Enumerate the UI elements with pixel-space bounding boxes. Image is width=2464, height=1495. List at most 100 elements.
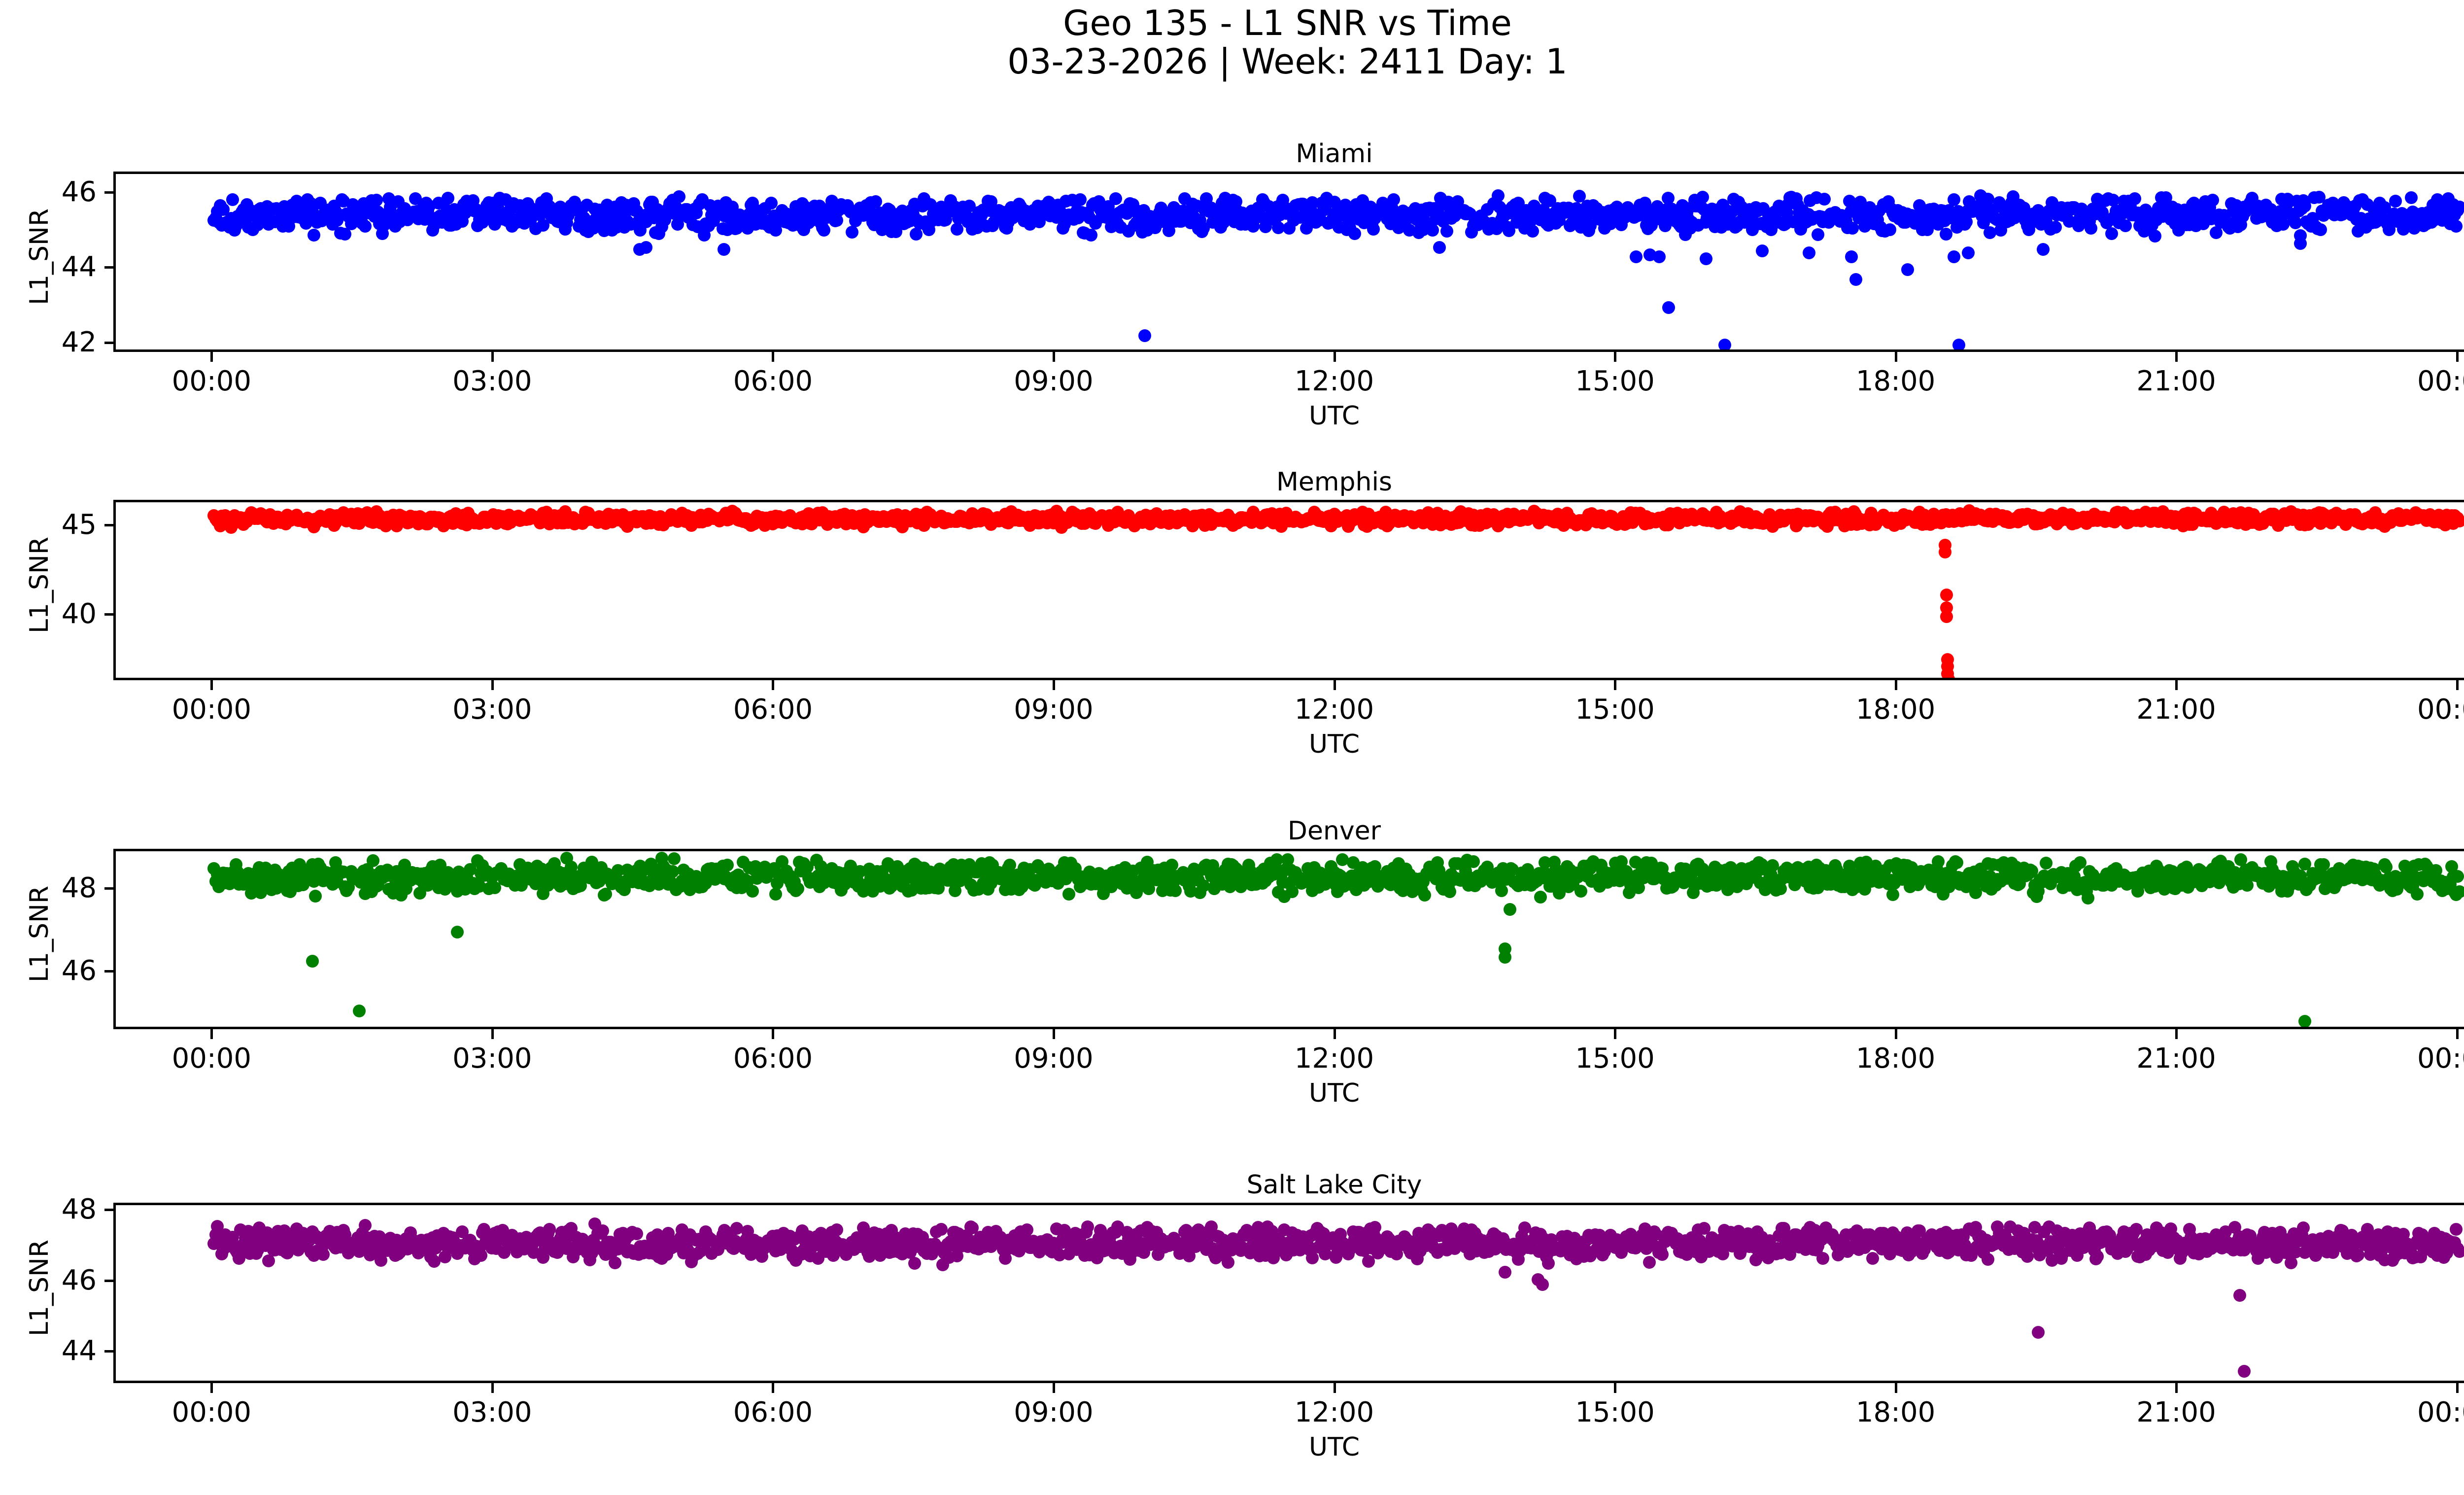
data-point-outlier bbox=[2298, 1014, 2312, 1027]
x-tick-mark bbox=[1333, 680, 1336, 690]
data-point-outlier bbox=[1653, 250, 1666, 263]
data-point bbox=[1812, 228, 1825, 241]
x-tick-label: 12:00 bbox=[1294, 365, 1374, 397]
x-tick-mark bbox=[1614, 1029, 1617, 1039]
data-point bbox=[2404, 191, 2418, 204]
x-tick-label: 12:00 bbox=[1294, 1043, 1374, 1075]
x-tick-mark bbox=[1894, 352, 1897, 362]
data-point bbox=[1495, 884, 1508, 898]
x-tick-label: 00:00 bbox=[171, 1043, 252, 1075]
x-tick-label: 12:00 bbox=[1294, 694, 1374, 726]
x-tick-mark bbox=[1614, 352, 1617, 362]
data-point-outlier bbox=[1940, 610, 1953, 623]
data-point bbox=[764, 196, 778, 209]
y-tick-label: 46 bbox=[61, 955, 97, 987]
data-point bbox=[721, 859, 734, 872]
plot-area bbox=[113, 172, 2464, 352]
data-point bbox=[1947, 193, 1960, 206]
y-tick-label: 46 bbox=[61, 175, 97, 208]
y-axis-label: L1_SNR bbox=[25, 536, 54, 633]
data-point-outlier bbox=[1503, 903, 1516, 916]
data-point bbox=[1084, 228, 1097, 242]
data-point-outlier bbox=[1718, 338, 1732, 349]
y-tick-mark bbox=[104, 523, 113, 526]
data-point bbox=[1951, 856, 1964, 869]
x-tick-label: 00:00 bbox=[2417, 1043, 2464, 1075]
subplot-title: Miami bbox=[1296, 139, 1373, 169]
subplot-title: Denver bbox=[1287, 816, 1381, 846]
data-point-outlier bbox=[1952, 338, 1965, 349]
y-axis-label: L1_SNR bbox=[25, 885, 54, 982]
x-tick-label: 09:00 bbox=[1014, 365, 1094, 397]
x-tick-mark bbox=[210, 1029, 213, 1039]
data-point bbox=[668, 852, 681, 866]
x-tick-label: 21:00 bbox=[2136, 1043, 2216, 1075]
data-point bbox=[1440, 225, 1453, 238]
data-point-outlier bbox=[1433, 241, 1446, 254]
x-tick-mark bbox=[2175, 1029, 2178, 1039]
x-tick-mark bbox=[2175, 352, 2178, 362]
subplot-title: Memphis bbox=[1276, 467, 1392, 497]
data-point bbox=[818, 223, 831, 237]
y-tick-label: 48 bbox=[61, 871, 97, 904]
data-point bbox=[672, 190, 685, 204]
data-point bbox=[359, 220, 372, 233]
data-point bbox=[307, 229, 320, 242]
data-point bbox=[1168, 884, 1182, 897]
plot-area bbox=[113, 849, 2464, 1029]
x-tick-mark bbox=[491, 1029, 494, 1039]
x-tick-mark bbox=[1333, 352, 1336, 362]
x-tick-mark bbox=[2456, 1029, 2459, 1039]
x-tick-mark bbox=[1333, 1029, 1336, 1039]
data-point bbox=[1526, 224, 1539, 238]
subplot-memphis: Memphis 40 45 L1_SNR 00:00 03:00 06:00 09:00 12:… bbox=[25, 468, 2464, 758]
data-point-outlier bbox=[1845, 250, 1858, 263]
data-point-outlier bbox=[352, 1004, 366, 1017]
data-point bbox=[1467, 855, 1480, 869]
x-tick-label: 06:00 bbox=[733, 1043, 813, 1075]
data-point bbox=[1443, 885, 1457, 898]
y-tick-mark bbox=[104, 613, 113, 616]
x-tick-mark bbox=[1894, 1029, 1897, 1039]
data-point bbox=[934, 1223, 948, 1236]
data-point bbox=[1886, 888, 1900, 901]
data-point bbox=[1883, 223, 1896, 237]
data-point bbox=[1574, 885, 1588, 898]
plot-area bbox=[113, 1203, 2464, 1383]
x-tick-label: 15:00 bbox=[1575, 1043, 1655, 1075]
data-point-outlier bbox=[1630, 250, 1643, 263]
data-point-outlier bbox=[1803, 246, 1816, 260]
data-point bbox=[2451, 870, 2464, 883]
y-tick-mark bbox=[104, 341, 113, 344]
data-point bbox=[316, 1248, 330, 1261]
data-point bbox=[442, 191, 455, 205]
data-point bbox=[2206, 194, 2220, 207]
data-point bbox=[1418, 888, 1432, 902]
y-tick-mark bbox=[104, 266, 113, 269]
x-tick-label: 21:00 bbox=[2136, 365, 2216, 397]
data-point bbox=[2411, 888, 2424, 901]
data-point bbox=[609, 1256, 622, 1269]
data-point-outlier bbox=[1700, 252, 1713, 265]
x-tick-label: 06:00 bbox=[733, 365, 813, 397]
data-point bbox=[791, 882, 804, 895]
x-tick-mark bbox=[210, 680, 213, 690]
data-point bbox=[630, 1227, 644, 1240]
x-tick-mark bbox=[1052, 1029, 1055, 1039]
y-tick-label: 44 bbox=[61, 251, 97, 283]
x-tick-mark bbox=[1052, 680, 1055, 690]
data-point bbox=[846, 225, 859, 239]
plot-area bbox=[113, 500, 2464, 680]
x-tick-label: 00:00 bbox=[171, 365, 252, 397]
x-tick-label: 09:00 bbox=[1014, 1043, 1094, 1075]
x-tick-mark bbox=[1614, 680, 1617, 690]
x-tick-label: 15:00 bbox=[1575, 365, 1655, 397]
data-point bbox=[2049, 221, 2062, 234]
x-tick-label: 18:00 bbox=[1855, 365, 1936, 397]
subplot-miami: Miami 42 44 46 L1_SNR 00:00 03:00 06:00 09:00 12:… bbox=[25, 140, 2464, 430]
x-tick-label: 06:00 bbox=[733, 694, 813, 726]
x-tick-label: 15:00 bbox=[1575, 694, 1655, 726]
subplot-denver: Denver 46 48 L1_SNR 00:00 03:00 06:00 09:00 12:0… bbox=[25, 817, 2464, 1107]
data-point-outlier bbox=[1499, 950, 1512, 964]
